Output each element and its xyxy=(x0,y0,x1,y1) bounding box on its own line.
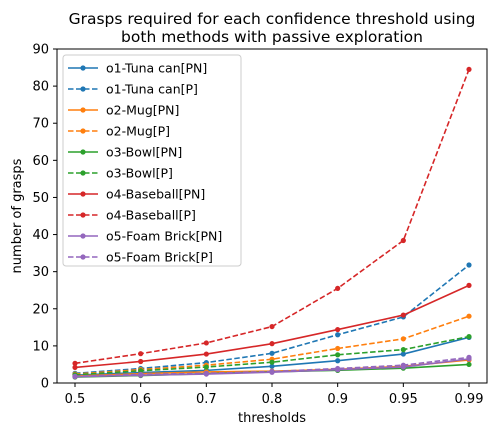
data-point xyxy=(138,371,144,378)
legend-marker xyxy=(80,191,86,197)
legend-label: o5-Foam Brick[P] xyxy=(106,250,213,265)
data-point xyxy=(335,365,341,372)
x-tick-label: 0.9 xyxy=(327,392,348,407)
series-10 xyxy=(72,354,472,379)
legend-marker xyxy=(80,149,86,155)
x-tick-label: 0.8 xyxy=(262,392,283,407)
legend: o1-Tuna can[PN] o1-Tuna can[P] o2-Mug[PN] o… xyxy=(62,54,242,267)
data-point xyxy=(335,332,341,338)
y-tick-label: 30 xyxy=(32,265,49,280)
legend-label: o2-Mug[PN] xyxy=(106,103,179,118)
data-point xyxy=(466,66,472,73)
plot-area xyxy=(72,66,472,380)
y-tick-label: 60 xyxy=(32,154,49,169)
legend-marker xyxy=(80,65,86,71)
data-point xyxy=(269,350,275,356)
legend-marker xyxy=(80,233,86,239)
data-point xyxy=(269,341,275,347)
data-point xyxy=(400,362,406,368)
data-point xyxy=(203,340,209,346)
data-point xyxy=(400,347,406,353)
data-point xyxy=(269,323,275,330)
data-point xyxy=(138,368,144,374)
data-point xyxy=(466,313,472,319)
legend-label: o5-Foam Brick[PN] xyxy=(106,229,222,244)
data-point xyxy=(335,345,341,352)
y-tick-label: 80 xyxy=(32,80,49,95)
data-point xyxy=(335,352,341,358)
data-point xyxy=(269,359,275,365)
x-axis: 0.5 0.6 0.7 0.8 0.9 0.95 0.99 xyxy=(65,383,484,407)
legend-label: o2-Mug[P] xyxy=(106,124,170,139)
data-point xyxy=(203,364,209,370)
data-point xyxy=(400,237,406,244)
x-tick-label: 0.95 xyxy=(389,392,418,407)
legend-marker xyxy=(80,212,86,218)
data-point xyxy=(203,370,209,376)
data-point xyxy=(466,282,472,288)
data-point xyxy=(335,285,341,291)
legend-marker xyxy=(80,107,86,113)
data-point xyxy=(400,336,406,342)
legend-marker xyxy=(80,128,86,134)
legend-marker xyxy=(80,170,86,176)
legend-label: o3-Bowl[P] xyxy=(106,166,173,181)
chart-title-line-1: Grasps required for each confidence thre… xyxy=(69,10,476,28)
y-tick-label: 50 xyxy=(32,191,49,206)
data-point xyxy=(138,358,144,365)
legend-label: o1-Tuna can[PN] xyxy=(106,61,207,76)
legend-marker xyxy=(80,254,86,260)
x-tick-label: 0.7 xyxy=(196,392,217,407)
x-tick-label: 0.99 xyxy=(455,392,484,407)
data-point xyxy=(466,262,472,268)
data-point xyxy=(466,334,472,340)
data-point xyxy=(138,351,144,357)
data-point xyxy=(269,363,275,369)
data-point xyxy=(400,312,406,318)
x-tick-label: 0.5 xyxy=(65,392,86,407)
data-point xyxy=(72,364,78,371)
data-point xyxy=(335,358,341,364)
data-point xyxy=(466,354,472,360)
y-tick-label: 40 xyxy=(32,228,49,243)
series-7 xyxy=(72,282,472,371)
data-point xyxy=(203,351,209,357)
y-tick-label: 0 xyxy=(41,377,49,392)
data-point xyxy=(400,351,406,357)
data-point xyxy=(72,373,78,379)
series-8 xyxy=(72,66,472,366)
legend-label: o1-Tuna can[P] xyxy=(106,82,198,97)
y-tick-label: 10 xyxy=(32,339,49,354)
y-tick-label: 90 xyxy=(32,43,49,58)
y-axis-label: number of grasps xyxy=(10,158,25,273)
data-point xyxy=(335,326,341,333)
data-point xyxy=(466,361,472,368)
legend-label: o3-Bowl[PN] xyxy=(106,145,182,160)
y-tick-label: 20 xyxy=(32,302,49,317)
x-axis-label: thresholds xyxy=(238,411,306,426)
data-point xyxy=(72,360,78,366)
y-axis: 0 10 20 30 40 50 60 70 80 90 xyxy=(32,43,57,392)
chart-title-line-2: both methods with passive exploration xyxy=(121,28,423,46)
y-tick-label: 70 xyxy=(32,117,49,132)
data-point xyxy=(269,368,275,375)
legend-box xyxy=(62,54,242,267)
x-tick-label: 0.6 xyxy=(130,392,151,407)
legend-label: o4-Baseball[P] xyxy=(106,208,196,223)
legend-marker xyxy=(80,86,86,92)
legend-label: o4-Baseball[PN] xyxy=(106,187,205,202)
